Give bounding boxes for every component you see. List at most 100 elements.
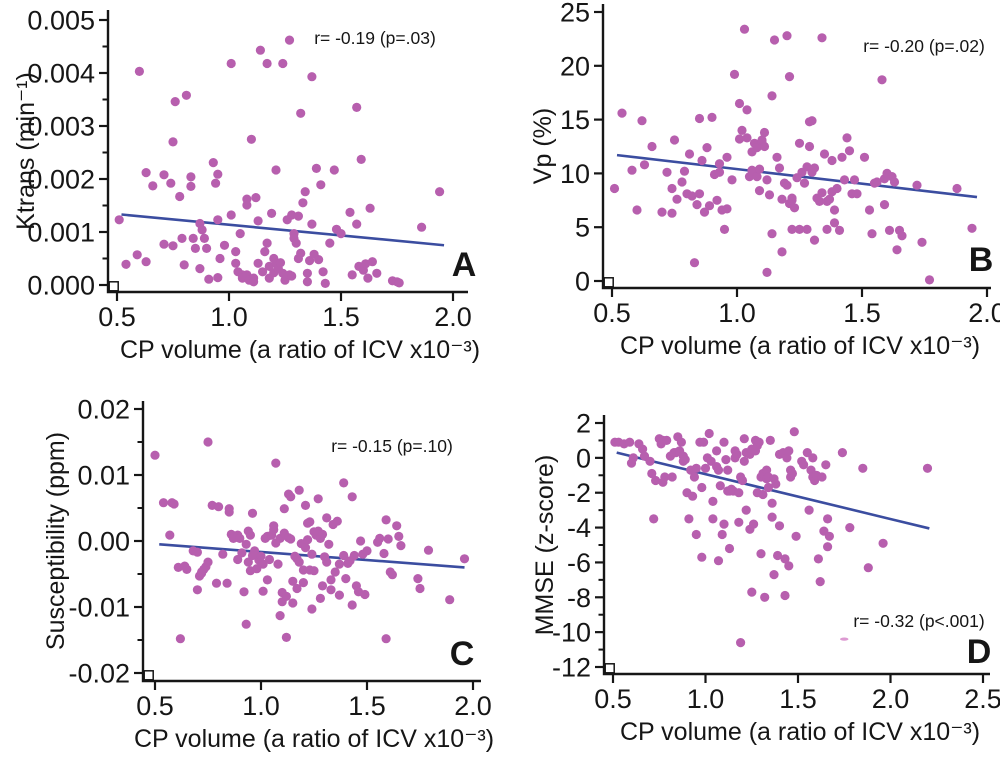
data-point [445, 595, 455, 605]
data-point [817, 472, 827, 482]
data-point [713, 465, 724, 475]
data-point [773, 550, 783, 561]
correlation-annotation: r= -0.20 (p=.02) [863, 36, 985, 56]
data-point [281, 632, 291, 642]
x-tick-label: 1.5 [348, 691, 386, 721]
data-point [789, 203, 800, 213]
x-tick-label: 0.5 [593, 298, 631, 328]
data-point [734, 134, 745, 144]
data-point [864, 205, 875, 215]
x-tick-label: 2.0 [434, 302, 472, 332]
data-point [298, 198, 308, 208]
data-point [649, 514, 659, 524]
data-point [799, 178, 810, 188]
data-point [787, 468, 797, 479]
regression-line [616, 451, 930, 530]
data-point [628, 453, 638, 463]
data-point [699, 437, 709, 447]
correlation-annotation: r= -0.15 (p=.10) [331, 436, 453, 456]
data-point [260, 247, 270, 257]
data-point [394, 531, 404, 541]
data-point [317, 581, 328, 591]
data-point [691, 463, 701, 473]
data-point [336, 229, 346, 239]
data-point [822, 224, 832, 234]
data-point [772, 152, 782, 162]
y-tick-label: 2 [576, 409, 591, 439]
data-point [168, 137, 178, 147]
data-point [676, 437, 686, 447]
data-point [782, 180, 792, 190]
data-point [764, 190, 775, 200]
data-point [245, 530, 255, 540]
y-tick-label: -0.02 [68, 659, 130, 689]
data-point [780, 590, 790, 601]
scatter-plot-a: 0.000 0.001 0.002 0.003 0.004 0.005 0.5 1.0 1.5 2… [12, 6, 480, 365]
data-point [767, 91, 777, 101]
data-point [714, 159, 725, 169]
data-point [834, 225, 845, 235]
data-point [383, 534, 393, 544]
data-point [774, 521, 785, 531]
data-point [859, 152, 870, 162]
data-point [769, 570, 779, 580]
data-point [302, 277, 312, 287]
data-point [917, 237, 927, 247]
data-point [181, 90, 191, 100]
y-tick-label: -12 [552, 653, 591, 683]
data-point [863, 563, 873, 573]
data-point [651, 475, 661, 486]
panel-a-ktrans-scatter: 0.000 0.001 0.002 0.003 0.004 0.005 0.5 1.0 1.5 2… [0, 0, 500, 380]
data-point [719, 519, 729, 529]
x-axis-title: CP volume (a ratio of ICV x10⁻³) [620, 718, 980, 746]
data-point [839, 175, 850, 185]
data-point [759, 127, 770, 138]
y-tick-label: 5 [575, 213, 590, 243]
data-point [794, 224, 805, 234]
origin-notch [603, 277, 614, 288]
x-axis-title: CP volume (a ratio of ICV x10⁻³) [134, 725, 494, 753]
data-point [211, 578, 222, 588]
x-tick-label: 1.5 [779, 684, 817, 714]
data-point [293, 211, 303, 221]
data-point [150, 450, 160, 460]
axis-frame [106, 10, 468, 294]
data-point [347, 492, 357, 502]
data-point [362, 546, 372, 556]
data-point [780, 554, 790, 564]
y-tick-label: -10 [552, 618, 591, 648]
data-point [625, 437, 635, 447]
data-point [762, 267, 772, 277]
data-point [332, 516, 342, 526]
y-tick-label: -6 [567, 548, 591, 578]
data-point [762, 465, 772, 475]
x-tick-label: 1.0 [242, 691, 280, 721]
data-point [889, 177, 900, 187]
y-tick-label: 0.00 [77, 527, 130, 557]
y-tick-label: 0.005 [27, 6, 95, 36]
data-point [697, 155, 707, 166]
data-point [754, 437, 764, 447]
data-point [704, 428, 714, 439]
data-point [208, 158, 218, 168]
data-point [334, 590, 344, 600]
data-point [347, 270, 357, 280]
data-point [192, 547, 202, 557]
data-point [719, 224, 730, 234]
data-point [787, 195, 797, 205]
panel-letter: A [452, 246, 477, 284]
data-point [809, 163, 820, 173]
y-tick-label: -2 [567, 478, 591, 508]
data-point [782, 31, 792, 41]
data-point [697, 482, 707, 493]
y-axis-title: Vp (%) [529, 108, 557, 184]
data-point [211, 178, 221, 188]
data-point [317, 529, 328, 539]
data-point [271, 165, 281, 175]
data-point [250, 546, 260, 556]
data-point [813, 554, 823, 564]
data-point [309, 566, 319, 576]
data-point [132, 250, 142, 260]
data-point [251, 193, 261, 203]
